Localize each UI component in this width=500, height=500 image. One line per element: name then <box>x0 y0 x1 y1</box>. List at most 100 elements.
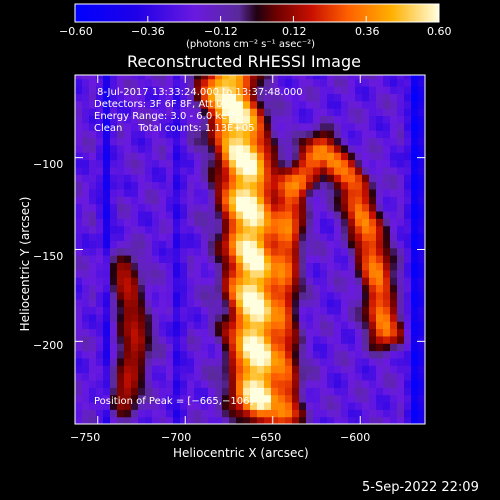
heatmap-cell <box>362 166 370 175</box>
heatmap-cell <box>229 86 237 94</box>
heatmap-cell <box>131 387 139 396</box>
heatmap-cell <box>341 144 349 153</box>
heatmap-cell <box>369 306 377 315</box>
heatmap-cell <box>264 122 272 131</box>
heatmap-cell <box>390 409 398 418</box>
heatmap-cell <box>320 416 328 424</box>
heatmap-cell <box>264 196 272 205</box>
heatmap-cell <box>271 188 279 197</box>
heatmap-cell <box>159 144 167 153</box>
heatmap-cell <box>89 277 97 285</box>
heatmap-cell <box>208 299 216 308</box>
heatmap-cell <box>383 299 391 308</box>
heatmap-cell <box>96 262 104 271</box>
heatmap-cell <box>320 144 328 153</box>
heatmap-cell <box>138 401 146 410</box>
heatmap-cell <box>201 232 209 241</box>
heatmap-cell <box>180 159 188 168</box>
heatmap-cell <box>313 152 321 161</box>
heatmap-cell <box>383 210 391 219</box>
heatmap-cell <box>173 328 181 337</box>
heatmap-cell <box>320 240 328 249</box>
heatmap-cell <box>285 174 293 183</box>
heatmap-cell <box>208 409 216 418</box>
heatmap-cell <box>166 343 174 352</box>
heatmap-cell <box>404 350 412 359</box>
heatmap-cell <box>362 78 370 87</box>
heatmap-cell <box>313 75 321 80</box>
heatmap-cell <box>159 365 167 374</box>
heatmap-cell <box>390 75 398 80</box>
heatmap-cell <box>362 379 370 388</box>
heatmap-cell <box>313 225 321 234</box>
heatmap-cell <box>166 284 174 293</box>
heatmap-cell <box>145 328 153 337</box>
heatmap-cell <box>390 255 398 263</box>
heatmap-cell <box>222 291 230 300</box>
heatmap-cell <box>187 181 195 190</box>
heatmap-cell <box>89 306 97 315</box>
heatmap-cell <box>194 321 202 330</box>
heatmap-cell <box>327 130 335 139</box>
heatmap-cell <box>229 144 237 153</box>
heatmap-cell <box>341 122 349 131</box>
heatmap-cell <box>117 394 125 403</box>
heatmap-cell <box>306 240 314 249</box>
heatmap-cell <box>313 130 321 139</box>
heatmap-cell <box>96 166 104 175</box>
heatmap-cell <box>180 394 188 403</box>
heatmap-cell <box>194 255 202 263</box>
heatmap-cell <box>362 262 370 271</box>
heatmap-cell <box>208 137 216 146</box>
heatmap-cell <box>131 188 139 197</box>
heatmap-cell <box>180 130 188 139</box>
heatmap-cell <box>110 144 118 153</box>
heatmap-cell <box>236 409 244 418</box>
heatmap-cell <box>306 321 314 330</box>
heatmap-cell <box>369 409 377 418</box>
heatmap-cell <box>75 93 83 102</box>
heatmap-cell <box>201 335 209 344</box>
heatmap-cell <box>383 379 391 388</box>
heatmap-cell <box>418 343 425 352</box>
heatmap-cell <box>152 247 160 256</box>
heatmap-cell <box>229 75 237 80</box>
heatmap-cell <box>264 372 272 381</box>
heatmap-cell <box>208 269 216 278</box>
heatmap-cell <box>236 269 244 278</box>
heatmap-cell <box>236 379 244 388</box>
heatmap-cell <box>383 166 391 175</box>
heatmap-cell <box>390 299 398 308</box>
heatmap-cell <box>341 152 349 161</box>
heatmap-cell <box>418 387 425 396</box>
heatmap-cell <box>411 166 419 175</box>
heatmap-cell <box>159 159 167 168</box>
heatmap-cell <box>334 78 342 87</box>
heatmap-cell <box>257 75 265 80</box>
heatmap-cell <box>292 269 300 278</box>
heatmap-cell <box>89 225 97 234</box>
heatmap-cell <box>110 218 118 227</box>
heatmap-cell <box>348 166 356 175</box>
heatmap-cell <box>278 188 286 197</box>
heatmap-cell <box>250 181 258 190</box>
heatmap-cell <box>292 203 300 212</box>
heatmap-cell <box>313 343 321 352</box>
heatmap-cell <box>201 401 209 410</box>
heatmap-cell <box>145 232 153 241</box>
heatmap-cell <box>124 232 132 241</box>
heatmap-cell <box>348 115 356 124</box>
heatmap-cell <box>341 401 349 410</box>
heatmap-cell <box>152 152 160 161</box>
heatmap-cell <box>243 313 251 322</box>
heatmap-cell <box>243 255 251 263</box>
heatmap-cell <box>271 166 279 175</box>
heatmap-cell <box>250 387 258 396</box>
heatmap-cell <box>376 166 384 175</box>
heatmap-cell <box>320 328 328 337</box>
heatmap-cell <box>271 321 279 330</box>
heatmap-cell <box>187 401 195 410</box>
heatmap-cell <box>208 75 216 80</box>
colorbar-units: (photons cm⁻² s⁻¹ asec⁻²) <box>186 39 316 50</box>
heatmap-cell <box>222 284 230 293</box>
